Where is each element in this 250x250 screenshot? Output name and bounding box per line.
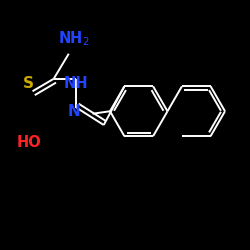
Text: N: N — [68, 104, 80, 119]
Text: NH: NH — [64, 76, 88, 91]
Text: HO: HO — [16, 135, 41, 150]
Text: NH$_2$: NH$_2$ — [58, 30, 90, 48]
Text: S: S — [23, 76, 34, 91]
